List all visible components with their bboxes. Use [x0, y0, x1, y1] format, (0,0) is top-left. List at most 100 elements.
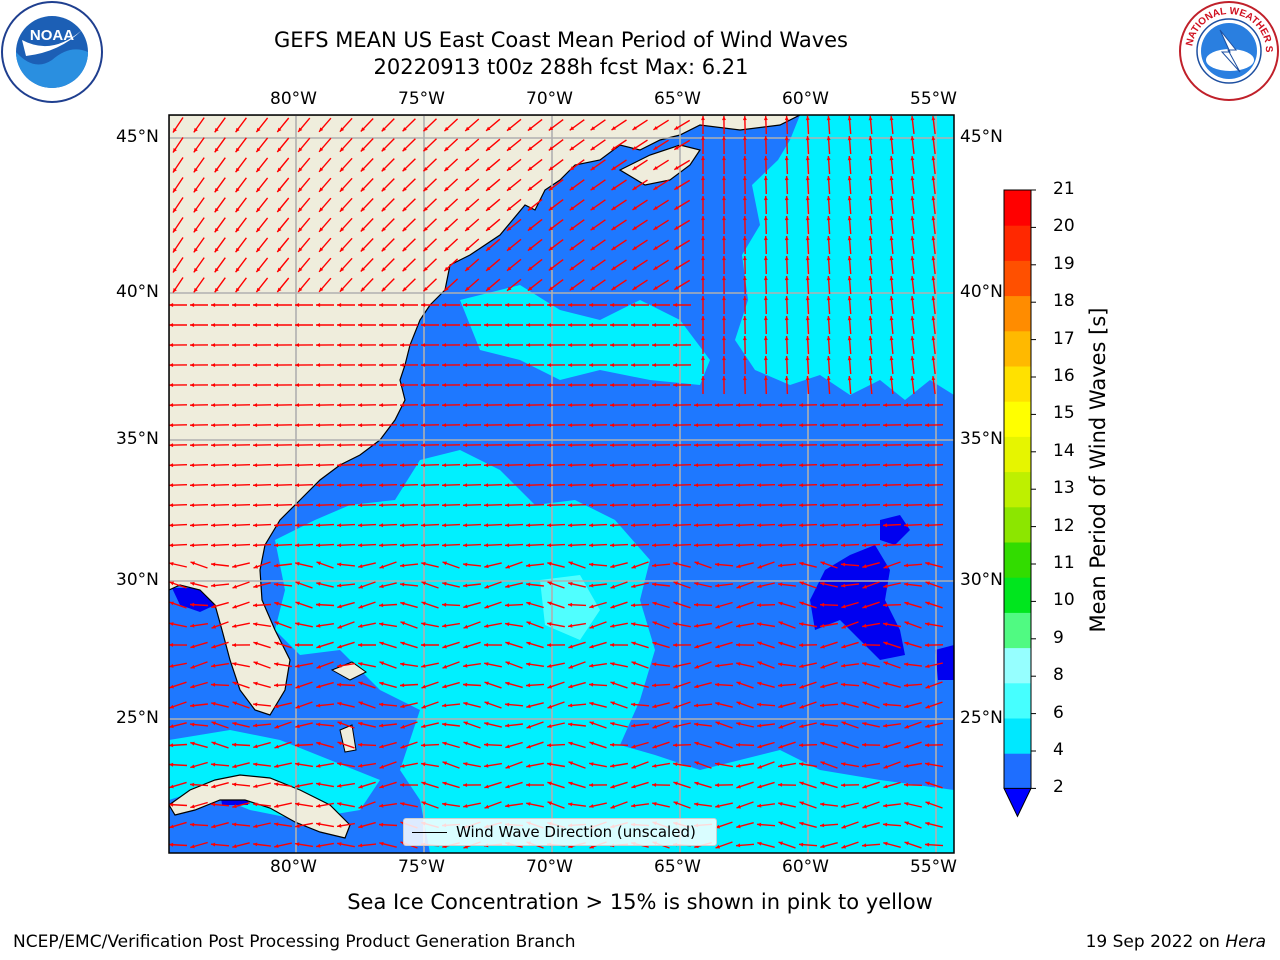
- wave-arrow-head: [652, 783, 657, 787]
- wave-arrow-head: [904, 503, 909, 508]
- wave-arrow-head: [589, 583, 594, 588]
- wave-arrow-head: [505, 423, 510, 428]
- wave-arrow-head: [611, 146, 616, 150]
- wave-arrow-head: [232, 643, 237, 647]
- wave-arrow-head: [211, 644, 216, 649]
- wave-arrow-head: [295, 643, 300, 647]
- wave-arrow-head: [862, 503, 867, 508]
- wave-arrow-head: [193, 167, 198, 173]
- wave-arrow-head: [211, 741, 216, 746]
- wave-arrow-head: [868, 156, 873, 161]
- wave-arrow-head: [883, 622, 888, 627]
- wave-arrow-head: [423, 187, 428, 192]
- wave-arrow-head: [589, 721, 594, 726]
- wave-arrow-head: [799, 704, 804, 709]
- wave-arrow-head: [652, 443, 657, 448]
- wave-arrow-head: [316, 423, 321, 428]
- wave-arrow-head: [652, 463, 657, 468]
- wave-arrow-head: [589, 343, 594, 347]
- wave-arrow-head: [631, 543, 636, 548]
- wave-arrow-head: [442, 802, 447, 807]
- wave-arrow-head: [799, 483, 804, 488]
- wave-arrow-head: [694, 423, 699, 428]
- wave-arrow-head: [421, 423, 426, 428]
- wave-arrow-head: [277, 147, 282, 152]
- wave-arrow-head: [547, 303, 552, 307]
- wave-arrow-head: [232, 403, 237, 407]
- wave-arrow-head: [736, 843, 741, 848]
- wave-arrow-head: [211, 562, 216, 567]
- wave-arrow-head: [360, 187, 365, 192]
- wave-arrow-head: [868, 176, 873, 181]
- wave-arrow-head: [277, 127, 282, 132]
- wave-arrow-head: [547, 363, 552, 367]
- wave-arrow-head: [232, 363, 237, 367]
- wave-arrow-head: [847, 216, 852, 221]
- wave-arrow-head: [379, 443, 384, 448]
- wave-arrow-head: [316, 822, 321, 827]
- wave-arrow-head: [316, 763, 321, 768]
- wave-arrow-head: [736, 403, 741, 407]
- wave-arrow-head: [778, 523, 783, 528]
- wave-arrow-head: [190, 443, 195, 448]
- wave-arrow-head: [904, 744, 909, 749]
- wave-arrow-head: [421, 463, 426, 468]
- wave-arrow-head: [784, 256, 789, 261]
- wave-arrow-head: [358, 483, 363, 488]
- wave-arrow-head: [295, 743, 300, 748]
- wave-arrow-head: [295, 503, 300, 508]
- wave-arrow-head: [841, 804, 846, 808]
- wave-arrow-head: [484, 363, 489, 367]
- wave-arrow-head: [784, 176, 789, 181]
- wave-arrow-head: [169, 784, 174, 789]
- wave-arrow-head: [319, 167, 324, 172]
- wave-arrow-head: [862, 463, 867, 468]
- wave-arrow-head: [548, 226, 554, 231]
- wave-arrow-head: [463, 721, 468, 726]
- wave-arrow-head: [889, 296, 894, 301]
- colorbar-tick-label: 17: [1053, 328, 1075, 349]
- wave-arrow-head: [784, 356, 789, 361]
- wave-arrow-head: [235, 227, 240, 233]
- wave-arrow-head: [358, 564, 363, 569]
- wave-arrow-head: [214, 127, 219, 133]
- wave-arrow-head: [568, 761, 573, 766]
- wave-arrow-head: [820, 644, 825, 649]
- wave-arrow-head: [319, 247, 324, 252]
- wave-arrow-head: [820, 781, 825, 786]
- wave-arrow-head: [274, 443, 279, 448]
- wave-arrow-head: [232, 503, 237, 508]
- wave-arrow-head: [505, 323, 510, 327]
- wave-arrow-head: [652, 363, 657, 367]
- wave-arrow-head: [253, 303, 258, 307]
- wave-arrow-head: [883, 744, 888, 749]
- wave-arrow-head: [589, 682, 594, 687]
- wave-arrow-head: [295, 622, 300, 626]
- wave-arrow-head: [526, 323, 531, 327]
- wave-arrow-head: [379, 303, 384, 307]
- colorbar-segment: [1004, 647, 1031, 684]
- wave-arrow-head: [295, 802, 300, 807]
- wave-arrow-head: [736, 742, 741, 747]
- wave-arrow-head: [757, 483, 762, 488]
- wave-arrow-head: [631, 661, 636, 666]
- wave-arrow-head: [337, 783, 342, 788]
- wave-arrow-head: [673, 303, 678, 307]
- wave-arrow-head: [337, 802, 342, 806]
- wave-arrow-head: [883, 443, 888, 448]
- wave-arrow-head: [757, 622, 762, 627]
- wave-arrow-head: [253, 842, 258, 847]
- wave-arrow-head: [694, 523, 699, 528]
- map-frame: [168, 114, 955, 854]
- wave-arrow-head: [527, 206, 533, 211]
- wave-arrow-head: [253, 661, 258, 666]
- wave-arrow-head: [190, 722, 195, 727]
- wave-arrow-head: [402, 287, 407, 292]
- wave-arrow-head: [904, 763, 909, 768]
- wave-arrow-head: [421, 343, 426, 347]
- wave-arrow-head: [463, 323, 468, 327]
- wave-arrow-head: [589, 701, 594, 706]
- wave-arrow-head: [253, 483, 258, 488]
- wave-arrow-head: [337, 443, 342, 448]
- wave-arrow-head: [799, 503, 804, 508]
